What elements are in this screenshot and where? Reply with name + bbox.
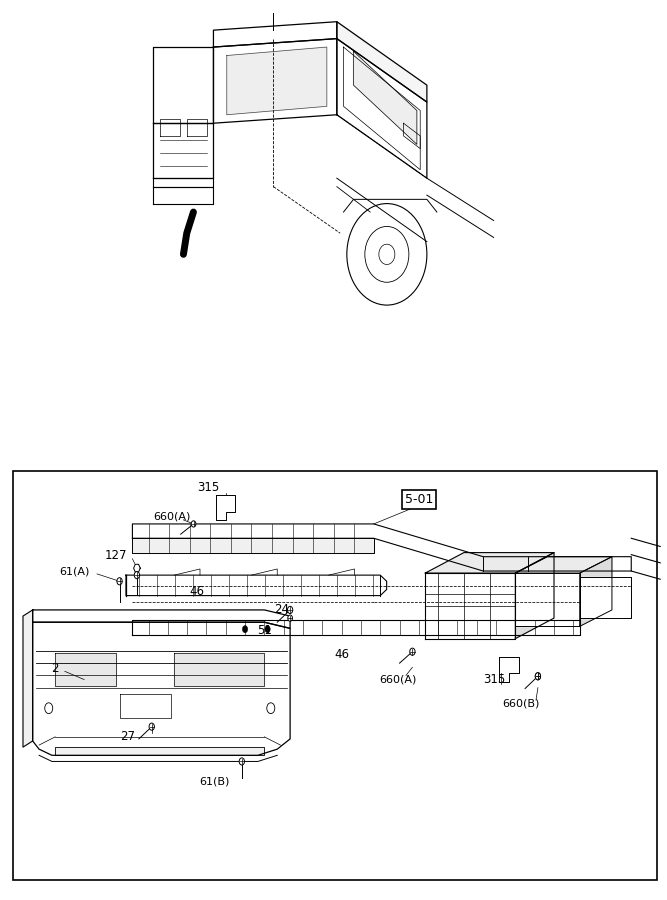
Polygon shape bbox=[153, 178, 213, 186]
Text: 51: 51 bbox=[257, 624, 271, 637]
Polygon shape bbox=[55, 747, 264, 755]
Polygon shape bbox=[337, 22, 427, 102]
Circle shape bbox=[191, 521, 196, 527]
Circle shape bbox=[149, 723, 154, 730]
Text: 315: 315 bbox=[483, 673, 506, 686]
Text: 46: 46 bbox=[334, 648, 349, 661]
Circle shape bbox=[239, 758, 245, 765]
Circle shape bbox=[535, 672, 540, 680]
Polygon shape bbox=[216, 495, 235, 520]
Polygon shape bbox=[133, 524, 631, 571]
Text: 2: 2 bbox=[51, 662, 58, 675]
Polygon shape bbox=[516, 573, 580, 626]
Polygon shape bbox=[55, 652, 116, 686]
Circle shape bbox=[535, 672, 540, 680]
Text: 127: 127 bbox=[105, 549, 127, 562]
Text: 5-01: 5-01 bbox=[405, 493, 433, 506]
Polygon shape bbox=[133, 564, 140, 572]
Polygon shape bbox=[500, 657, 519, 681]
Polygon shape bbox=[516, 557, 612, 573]
Bar bbox=[13, 471, 657, 880]
Polygon shape bbox=[133, 620, 580, 634]
Polygon shape bbox=[426, 573, 516, 639]
Polygon shape bbox=[337, 39, 427, 178]
Polygon shape bbox=[354, 51, 417, 144]
Polygon shape bbox=[187, 119, 207, 136]
Polygon shape bbox=[33, 622, 290, 755]
Polygon shape bbox=[580, 577, 631, 618]
Polygon shape bbox=[426, 553, 554, 573]
Polygon shape bbox=[153, 186, 213, 203]
Text: 46: 46 bbox=[189, 585, 204, 598]
Polygon shape bbox=[153, 123, 213, 178]
Circle shape bbox=[134, 572, 139, 579]
Text: 660(B): 660(B) bbox=[502, 698, 540, 708]
Polygon shape bbox=[23, 610, 33, 747]
Circle shape bbox=[287, 615, 292, 621]
Circle shape bbox=[265, 626, 270, 633]
Polygon shape bbox=[160, 119, 180, 136]
Circle shape bbox=[410, 648, 415, 655]
Polygon shape bbox=[153, 47, 213, 123]
Polygon shape bbox=[133, 538, 374, 553]
Text: 24: 24 bbox=[274, 603, 289, 616]
Circle shape bbox=[117, 578, 122, 585]
Text: 660(A): 660(A) bbox=[379, 674, 416, 685]
Polygon shape bbox=[213, 39, 337, 123]
Text: 61(A): 61(A) bbox=[59, 566, 90, 576]
Circle shape bbox=[242, 626, 247, 633]
Circle shape bbox=[287, 607, 293, 614]
Polygon shape bbox=[516, 553, 554, 639]
Polygon shape bbox=[174, 652, 264, 686]
Text: 315: 315 bbox=[197, 481, 219, 493]
Polygon shape bbox=[580, 557, 612, 626]
Text: 27: 27 bbox=[121, 730, 135, 742]
Polygon shape bbox=[33, 610, 290, 628]
Polygon shape bbox=[126, 575, 387, 596]
Text: 61(B): 61(B) bbox=[199, 776, 229, 786]
Text: 660(A): 660(A) bbox=[153, 511, 191, 522]
Polygon shape bbox=[227, 47, 327, 114]
Polygon shape bbox=[213, 22, 337, 47]
